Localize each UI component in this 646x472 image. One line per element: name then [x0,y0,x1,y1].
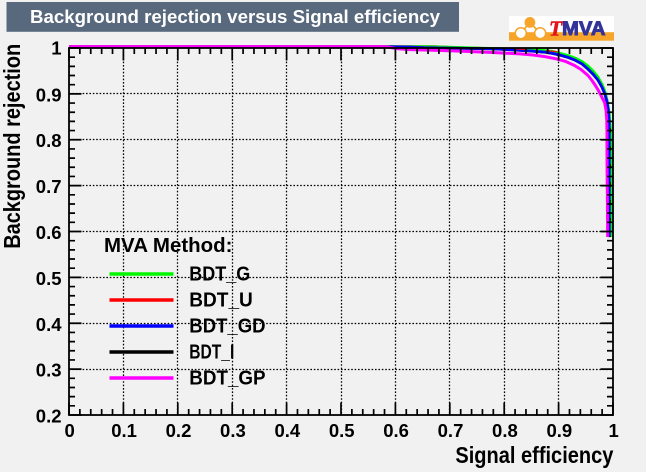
svg-text:0.4: 0.4 [36,314,62,335]
svg-text:0.3: 0.3 [36,360,62,381]
svg-text:0.8: 0.8 [492,420,518,441]
svg-text:Background rejection: Background rejection [0,44,25,249]
svg-text:BDT_GD: BDT_GD [189,315,265,338]
svg-text:0.9: 0.9 [36,84,62,105]
svg-text:0.9: 0.9 [546,420,572,441]
svg-text:BDT_GP: BDT_GP [189,367,265,390]
svg-text:BDT_U: BDT_U [189,289,253,312]
svg-text:1: 1 [51,37,61,58]
svg-text:0.1: 0.1 [111,420,137,441]
svg-text:0.2: 0.2 [36,406,62,427]
svg-text:0.6: 0.6 [36,222,62,243]
svg-text:BDT_G: BDT_G [189,263,250,286]
svg-text:MVA: MVA [562,19,606,40]
svg-text:0.7: 0.7 [36,176,62,197]
svg-text:MVA Method:: MVA Method: [104,234,233,257]
svg-text:0.3: 0.3 [220,420,246,441]
svg-text:0.4: 0.4 [274,420,300,441]
svg-text:0.5: 0.5 [36,268,62,289]
svg-text:Background rejection versus Si: Background rejection versus Signal effic… [30,6,441,27]
svg-text:0: 0 [65,420,75,441]
svg-text:BDT_I: BDT_I [189,341,234,364]
svg-text:0.2: 0.2 [166,420,192,441]
svg-text:0.5: 0.5 [329,420,355,441]
svg-text:1: 1 [609,420,619,441]
svg-text:0.8: 0.8 [36,130,62,151]
svg-text:0.6: 0.6 [383,420,409,441]
svg-text:T: T [549,17,563,41]
svg-text:Signal efficiency: Signal efficiency [455,442,613,468]
svg-text:0.7: 0.7 [438,420,464,441]
